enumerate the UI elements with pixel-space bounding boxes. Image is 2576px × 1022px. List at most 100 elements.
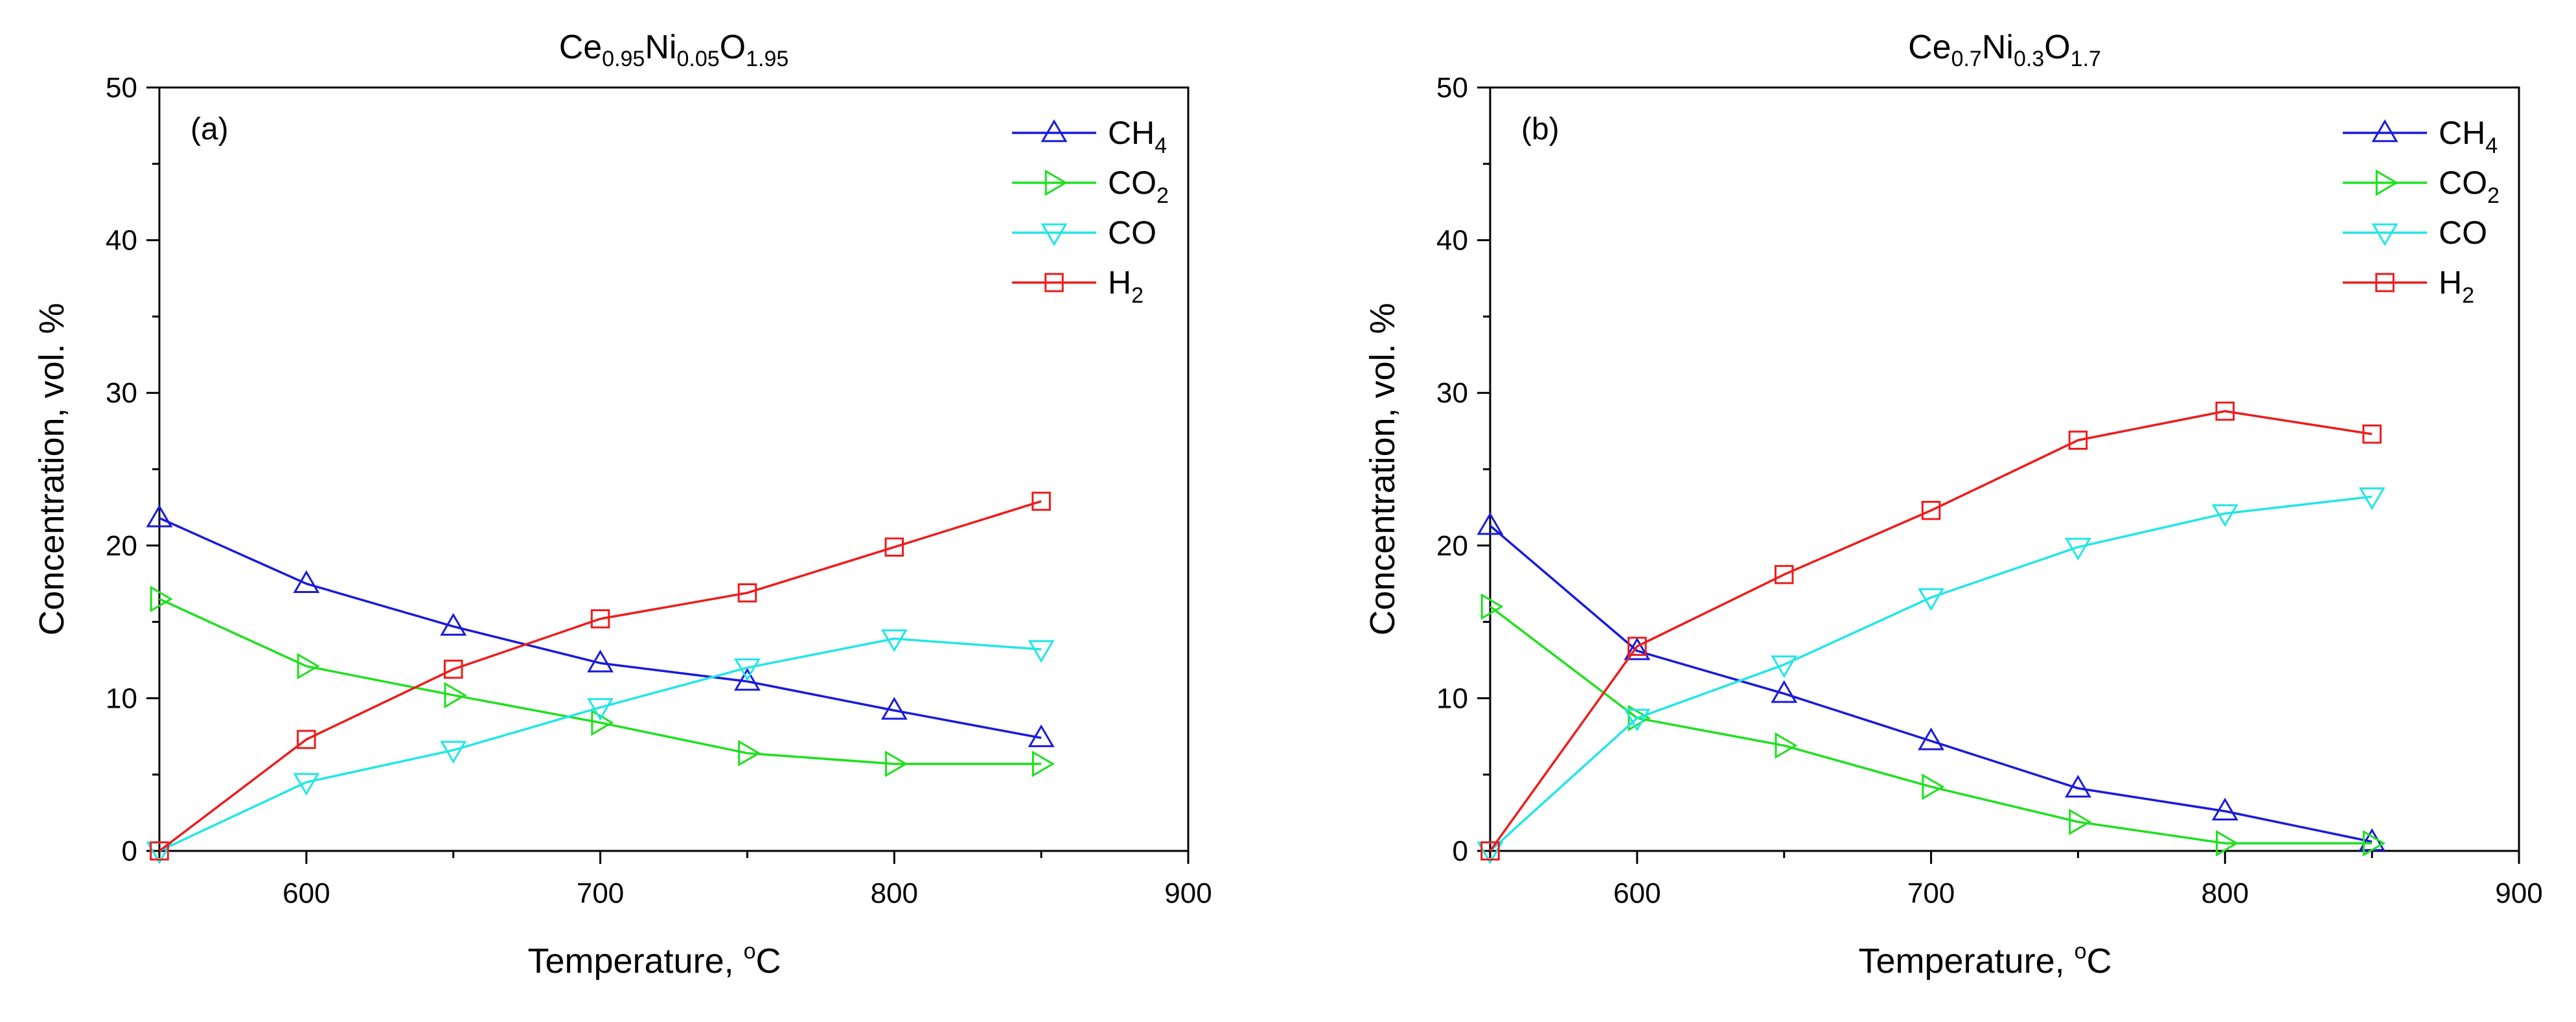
data-point-ch4 xyxy=(2064,774,2091,798)
triangle-right-icon xyxy=(2375,169,2398,196)
legend-label-base: CO xyxy=(2439,165,2487,201)
panel-label: (a) xyxy=(190,112,229,146)
x-tick-label: 900 xyxy=(2495,877,2542,909)
x-axis-title-text: Temperature, xyxy=(1858,942,2074,981)
legend-label: H2 xyxy=(2439,264,2474,308)
triangle-right-icon xyxy=(1044,169,1068,196)
panel-title-subscript: 1.7 xyxy=(2071,47,2101,71)
data-point-h2 xyxy=(2215,401,2235,421)
legend-item-ch4: CH4 xyxy=(1012,115,1167,158)
data-point-co xyxy=(880,629,908,653)
series-line-co xyxy=(1489,495,2373,852)
panel-title-subscript: 0.3 xyxy=(2014,47,2044,71)
panel-title-element: O xyxy=(2044,29,2070,66)
y-tick-label: 10 xyxy=(1436,682,1468,714)
legend-label-subscript: 2 xyxy=(2487,183,2500,208)
x-axis-title-unit: C xyxy=(2087,942,2112,981)
x-tick-label: 600 xyxy=(282,877,330,909)
series-line-h2 xyxy=(1489,410,2373,852)
data-point-ch4 xyxy=(1028,724,1055,747)
legend-item-h2: H2 xyxy=(2343,264,2474,308)
legend-label: H2 xyxy=(1108,264,1144,308)
data-point-co2 xyxy=(444,682,467,709)
data-point-h2 xyxy=(2068,430,2088,450)
series-line-ch4 xyxy=(159,517,1042,739)
x-axis-title: Temperature, oC xyxy=(527,939,781,981)
y-tick-label: 50 xyxy=(106,72,137,104)
data-point-h2 xyxy=(1774,564,1794,585)
data-point-ch4 xyxy=(1771,680,1798,703)
data-point-co2 xyxy=(1031,750,1055,778)
y-tick-label: 20 xyxy=(106,530,137,562)
panel-title-element: Ni xyxy=(1982,29,2014,66)
y-tick-label: 40 xyxy=(1436,225,1468,257)
legend-label-subscript: 2 xyxy=(2462,283,2474,308)
data-point-co2 xyxy=(1922,773,1945,800)
panel-title-subscript: 0.95 xyxy=(602,47,645,71)
x-axis-title-text: Temperature, xyxy=(527,942,743,981)
data-point-h2 xyxy=(1480,841,1500,861)
panel-title: Ce0.7Ni0.3O1.7 xyxy=(1908,29,2101,71)
triangle-up-icon xyxy=(1041,119,1068,143)
data-point-ch4 xyxy=(587,649,614,673)
panel-title: Ce0.95Ni0.05O1.95 xyxy=(559,29,789,71)
data-point-co2 xyxy=(150,585,173,612)
triangle-up-icon xyxy=(2371,119,2398,143)
legend-label-subscript: 4 xyxy=(2485,134,2498,158)
data-point-h2 xyxy=(150,841,169,861)
y-tick-label: 20 xyxy=(1436,530,1468,562)
x-tick-label: 700 xyxy=(577,877,624,909)
legend-label: CO xyxy=(1108,215,1156,251)
data-point-ch4 xyxy=(880,697,908,720)
x-tick-label: 900 xyxy=(1164,877,1212,909)
legend-label-base: H xyxy=(2439,264,2462,301)
y-axis-title: Concentration, vol. % xyxy=(32,303,71,635)
square-icon xyxy=(2375,273,2395,292)
x-axis-title-degree: o xyxy=(744,939,756,964)
data-point-co2 xyxy=(885,750,908,778)
legend-item-co2: CO2 xyxy=(1012,165,1169,208)
legend-label-base: CH xyxy=(1108,115,1155,151)
series-line-co xyxy=(159,637,1042,852)
data-point-h2 xyxy=(1627,636,1647,656)
data-point-co xyxy=(2358,487,2386,511)
panel-title-subscript: 0.05 xyxy=(676,47,719,71)
data-point-co xyxy=(1918,588,1945,611)
legend-label-base: H xyxy=(1108,264,1131,301)
data-point-h2 xyxy=(1921,500,1941,520)
data-point-co2 xyxy=(1627,704,1651,732)
data-point-ch4 xyxy=(146,504,173,528)
legend-label: CO2 xyxy=(2439,165,2500,208)
panel-label: (b) xyxy=(1521,112,1559,146)
data-point-ch4 xyxy=(293,570,320,593)
data-point-h2 xyxy=(737,583,757,603)
legend-item-ch4: CH4 xyxy=(2343,115,2498,158)
data-point-ch4 xyxy=(440,612,467,636)
y-tick-label: 0 xyxy=(1453,835,1468,867)
triangle-down-icon xyxy=(2371,223,2398,246)
data-point-co xyxy=(1028,640,1055,663)
data-point-co2 xyxy=(297,653,320,680)
legend-label-subscript: 4 xyxy=(1155,134,1167,158)
data-point-co xyxy=(440,741,467,764)
data-point-co xyxy=(733,658,761,682)
legend-label: CH4 xyxy=(1108,115,1167,158)
data-point-h2 xyxy=(1031,491,1051,511)
data-point-co2 xyxy=(1480,593,1504,620)
legend-label-base: CO xyxy=(2439,215,2487,251)
data-point-h2 xyxy=(884,537,904,557)
y-tick-label: 40 xyxy=(106,225,137,257)
data-point-co xyxy=(2211,504,2238,528)
data-point-h2 xyxy=(2362,424,2382,444)
y-tick-label: 10 xyxy=(106,682,137,714)
series-line-co2 xyxy=(159,598,1042,765)
legend-label: CO2 xyxy=(1108,165,1169,208)
y-tick-label: 0 xyxy=(122,835,137,867)
legend-label-subscript: 2 xyxy=(1156,183,1169,208)
square-icon xyxy=(1044,273,1064,292)
data-point-h2 xyxy=(297,730,316,749)
y-tick-label: 50 xyxy=(1436,72,1468,104)
